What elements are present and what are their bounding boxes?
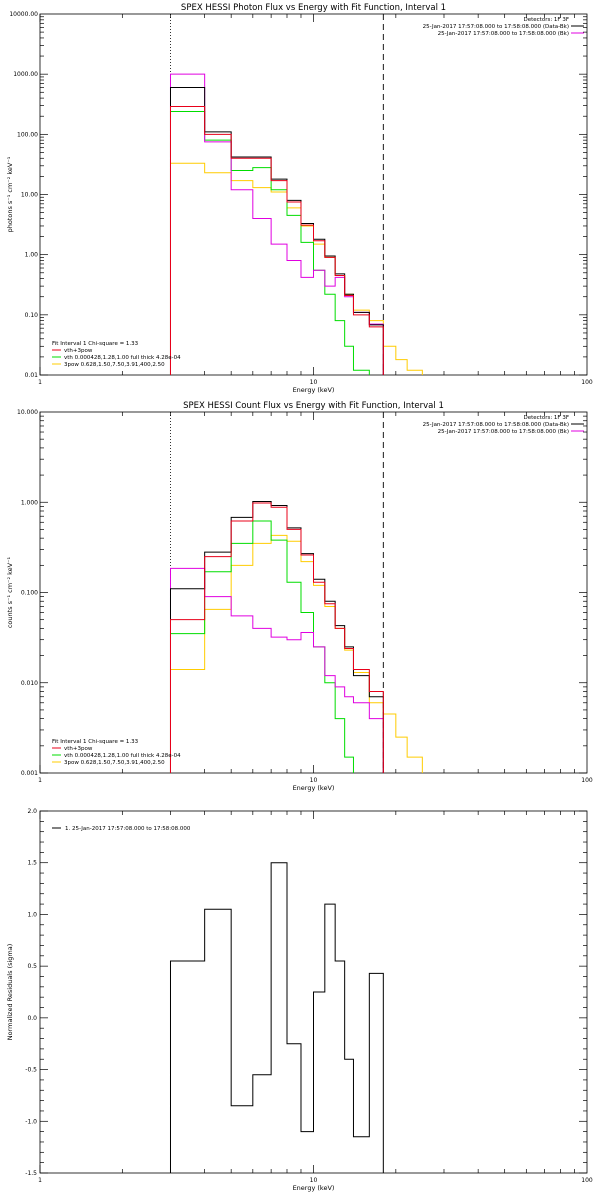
y-tick-label: -1.0 <box>25 1118 37 1125</box>
y-tick-label: 10.000 <box>17 409 38 416</box>
x-tick-label: 10 <box>310 379 318 386</box>
x-tick-label: 100 <box>581 379 593 386</box>
y-axis: 0.001 0.010 0.100 1.000 10.000 <box>17 409 587 777</box>
legend-header: Fit Interval 1 Chi-square = 1.33 <box>52 739 139 745</box>
legend: Fit Interval 1 Chi-square = 1.33vth+3pow… <box>52 341 181 368</box>
x-tick-label: 100 <box>581 777 593 784</box>
y-tick-label: 2.0 <box>27 808 37 815</box>
y-axis-label: Normalized Residuals (sigma) <box>6 944 14 1041</box>
header-line: 25-Jan-2017 17:57:08.000 to 17:58:08.000… <box>438 31 569 37</box>
x-axis: 1 10 100 <box>38 412 593 784</box>
chart-panel-1: SPEX HESSI Photon Flux vs Energy with Fi… <box>6 3 593 394</box>
legend-entry: vth+3pow <box>64 746 93 752</box>
y-axis-label: photons s⁻¹ cm⁻² keV⁻¹ <box>6 156 14 232</box>
y-tick-label: 0.0 <box>27 1015 37 1022</box>
series-3pow <box>169 534 423 773</box>
y-tick-label: 10.00 <box>21 192 38 199</box>
x-tick-label: 10 <box>310 1177 318 1184</box>
series-vth-3pow <box>169 502 384 773</box>
chart-title: SPEX HESSI Count Flux vs Energy with Fit… <box>183 401 444 411</box>
y-tick-label: 100.00 <box>17 131 38 138</box>
x-tick-label: 10 <box>310 777 318 784</box>
legend-entry: 1. 25-Jan-2017 17:57:08.000 to 17:58:08.… <box>65 826 191 832</box>
legend-header: Fit Interval 1 Chi-square = 1.33 <box>52 341 139 347</box>
legend-entry: vth+3pow <box>64 348 93 354</box>
y-tick-label: 1.0 <box>27 911 37 918</box>
x-tick-label: 1 <box>38 379 42 386</box>
legend: Fit Interval 1 Chi-square = 1.33vth+3pow… <box>52 739 181 766</box>
x-tick-label: 100 <box>581 1177 593 1184</box>
series-vth <box>169 110 370 375</box>
legend-entry: 3pow 0.628,1.50,7.50,3.91,400,2.50 <box>64 362 165 368</box>
series-vth <box>169 520 354 773</box>
header-line: Detectors: 1F 3F <box>523 17 569 23</box>
legend: 1. 25-Jan-2017 17:57:08.000 to 17:58:08.… <box>52 826 191 832</box>
x-axis-label: Energy (keV) <box>293 386 335 394</box>
chart-panel-2: SPEX HESSI Count Flux vs Energy with Fit… <box>6 401 593 792</box>
legend-entry: 3pow 0.628,1.50,7.50,3.91,400,2.50 <box>64 760 165 766</box>
y-tick-label: 1.00 <box>25 252 39 259</box>
series-3pow <box>169 162 423 375</box>
series-bk <box>169 73 384 375</box>
plot-frame <box>39 13 588 376</box>
y-tick-label: 10000.00 <box>9 11 38 18</box>
x-axis-label: Energy (keV) <box>293 784 335 792</box>
y-tick-label: 0.010 <box>21 680 38 687</box>
y-tick-label: 0.001 <box>21 770 38 777</box>
x-axis: 1 10 100 <box>38 14 593 386</box>
series-residuals <box>169 862 384 1173</box>
y-tick-label: 1000.00 <box>13 71 38 78</box>
y-axis-label: counts s⁻¹ cm⁻² keV⁻¹ <box>6 556 14 628</box>
legend-entry: vth 0.000428,1.28,1.00 full thick 4.28e-… <box>64 355 181 361</box>
y-tick-label: 0.5 <box>27 963 37 970</box>
y-tick-label: -0.5 <box>25 1067 37 1074</box>
y-tick-label: 0.10 <box>25 312 39 319</box>
x-tick-label: 1 <box>38 777 42 784</box>
chart-title: SPEX HESSI Photon Flux vs Energy with Fi… <box>181 3 446 13</box>
y-tick-label: -1.5 <box>25 1170 37 1177</box>
header-line: 25-Jan-2017 17:57:08.000 to 17:58:08.000… <box>423 24 569 30</box>
y-tick-label: 0.100 <box>21 590 38 597</box>
x-axis-label: Energy (keV) <box>293 1184 335 1192</box>
y-tick-label: 0.01 <box>25 372 39 379</box>
y-axis: -1.5 -1.0 -0.5 0.0 0.5 1.0 1.5 2.0 <box>25 808 587 1177</box>
y-tick-label: 1.5 <box>27 860 37 867</box>
series-data-bk <box>169 87 384 375</box>
x-tick-label: 1 <box>38 1177 42 1184</box>
series-vth-3pow <box>169 106 384 375</box>
y-tick-label: 1.000 <box>21 499 38 506</box>
plot-frame <box>39 411 588 774</box>
header-line: 25-Jan-2017 17:57:08.000 to 17:58:08.000… <box>423 422 569 428</box>
legend-entry: vth 0.000428,1.28,1.00 full thick 4.28e-… <box>64 753 181 759</box>
header-line: Detectors: 1F 3F <box>523 415 569 421</box>
header-line: 25-Jan-2017 17:57:08.000 to 17:58:08.000… <box>438 429 569 435</box>
series-bk <box>169 567 384 773</box>
x-axis: 1 10 100 <box>38 811 593 1184</box>
y-axis: 0.01 0.10 1.00 10.00 100.00 1000.00 10000.00 <box>9 11 587 379</box>
